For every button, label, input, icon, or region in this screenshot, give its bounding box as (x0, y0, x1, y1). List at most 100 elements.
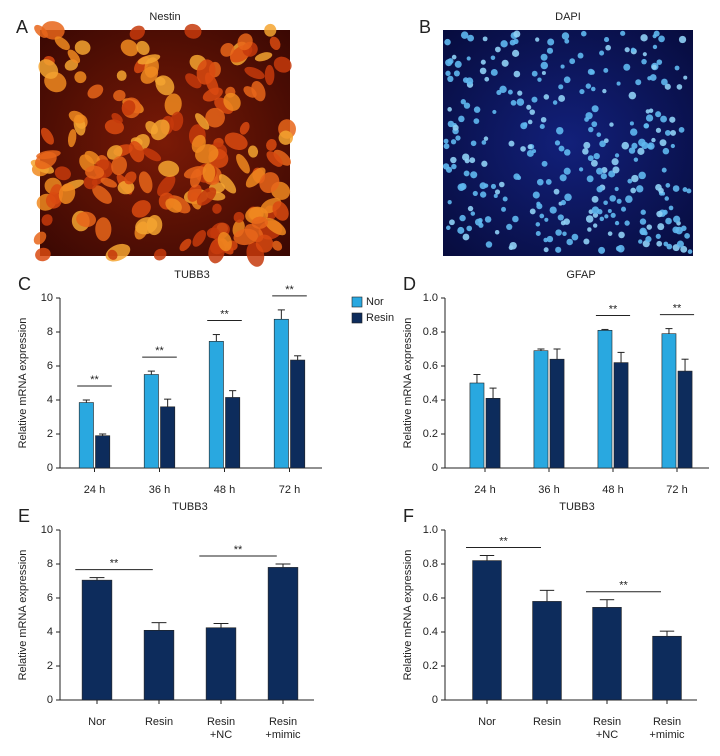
nucleus (444, 38, 451, 46)
bar (205, 627, 237, 701)
cell (124, 171, 137, 185)
error-bar (599, 599, 615, 608)
nucleus (549, 206, 557, 214)
cell (272, 201, 289, 221)
nucleus (585, 215, 594, 223)
cell (41, 214, 53, 226)
nucleus (674, 65, 680, 71)
nucleus (611, 158, 619, 166)
x-tick-label: 72 h (666, 484, 687, 496)
legend-label: Resin (366, 312, 394, 324)
nucleus (604, 37, 610, 43)
cell (195, 144, 219, 164)
y-tick-label: 1.0 (423, 524, 438, 536)
y-axis-label: Relative mRNA expression (17, 318, 29, 449)
cell (192, 230, 207, 247)
nucleus (516, 175, 522, 181)
nucleus (645, 114, 654, 122)
cell (185, 73, 202, 89)
nucleus (637, 147, 645, 155)
nucleus (564, 193, 572, 201)
nucleus (446, 225, 451, 231)
error-bar (601, 328, 609, 331)
cell (95, 217, 112, 242)
nucleus (479, 67, 487, 75)
nucleus (607, 209, 612, 214)
nucleus (633, 157, 639, 162)
error-bar (277, 309, 285, 320)
nucleus (580, 30, 587, 37)
nucleus (578, 167, 584, 172)
nucleus (512, 215, 519, 223)
bar (225, 397, 241, 469)
nucleus (678, 35, 687, 44)
bar (532, 601, 562, 701)
nucleus (586, 175, 594, 183)
y-tick-label: 0.4 (423, 626, 438, 638)
nucleus (583, 238, 590, 245)
y-tick-label: 0.8 (423, 558, 438, 570)
nucleus (681, 225, 687, 232)
nucleus (631, 174, 639, 183)
nucleus (672, 185, 680, 192)
micrograph (30, 21, 296, 267)
micrograph (442, 30, 693, 256)
cell (244, 66, 265, 80)
cell (165, 198, 182, 213)
error-bar (213, 623, 229, 628)
error-bar (537, 348, 545, 351)
nucleus (495, 46, 501, 53)
nucleus (640, 34, 648, 42)
bar (208, 341, 224, 469)
chart-title: TUBB3 (174, 269, 209, 281)
nucleus (641, 141, 649, 150)
nucleus (614, 186, 619, 192)
nucleus (445, 166, 453, 173)
cell (142, 148, 162, 162)
cell (35, 247, 51, 262)
cell (36, 150, 61, 160)
bar (533, 350, 549, 469)
nucleus (616, 81, 621, 86)
nucleus (560, 220, 566, 226)
nucleus (621, 141, 630, 150)
bar (290, 359, 306, 469)
cell (92, 185, 112, 204)
x-tick-label: 72 h (279, 484, 300, 496)
cell (236, 153, 250, 174)
cell (266, 151, 283, 167)
nucleus (535, 37, 540, 42)
nucleus (664, 130, 671, 136)
cell (233, 211, 245, 223)
nucleus (656, 59, 663, 65)
y-tick-label: 0 (47, 694, 53, 706)
significance-label: ** (673, 303, 682, 315)
nucleus (582, 148, 589, 155)
cell (54, 166, 71, 181)
error-bar (539, 589, 555, 602)
cell (264, 23, 277, 37)
nucleus (687, 249, 693, 254)
nucleus (443, 143, 450, 150)
nucleus (585, 83, 592, 89)
nucleus (678, 126, 685, 133)
cell (269, 36, 281, 51)
nucleus (531, 70, 538, 77)
nucleus (672, 226, 680, 234)
cell (128, 141, 145, 163)
nucleus (623, 63, 631, 71)
error-bar (553, 348, 561, 360)
nucleus (655, 127, 662, 133)
error-bar (99, 433, 107, 436)
nucleus (640, 209, 646, 215)
nucleus (540, 61, 549, 70)
y-tick-label: 1.0 (423, 292, 438, 304)
nucleus (467, 205, 474, 212)
bar (143, 629, 175, 701)
nucleus (659, 139, 667, 147)
y-tick-label: 0 (47, 462, 53, 474)
nucleus (464, 158, 470, 164)
nucleus (591, 195, 599, 203)
bar (661, 333, 677, 469)
